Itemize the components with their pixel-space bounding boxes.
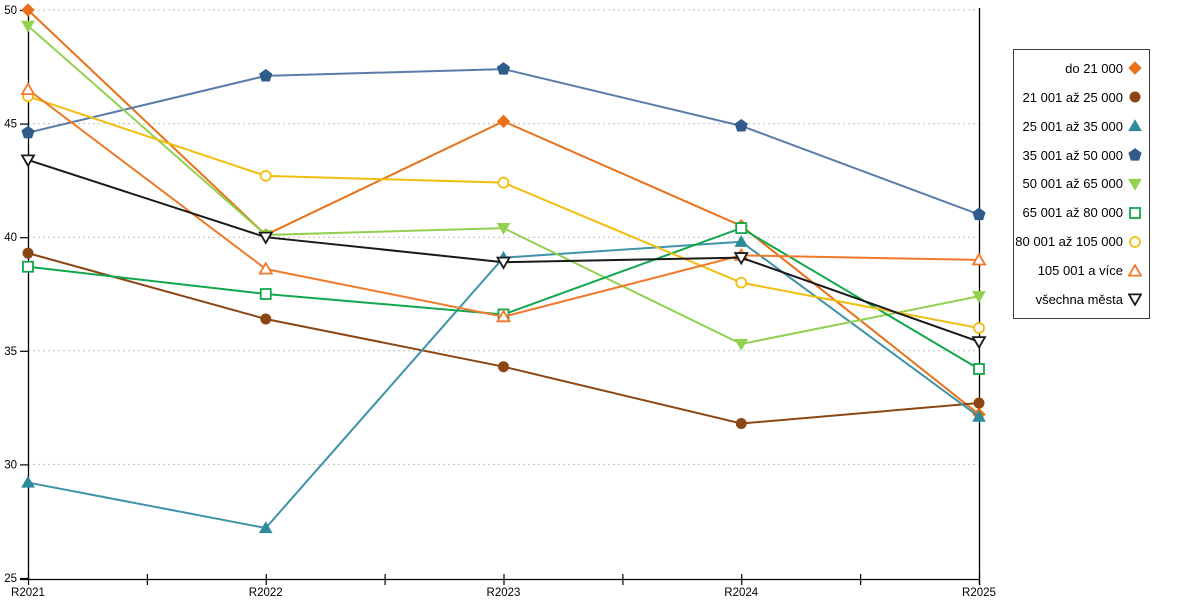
triangle-up-marker-icon: [20, 81, 36, 96]
diamond-marker-icon: [1128, 61, 1142, 76]
circle-marker-icon: [22, 247, 34, 259]
legend-label: do 21 000: [1065, 60, 1123, 76]
legend-label: 80 001 až 105 000: [1015, 234, 1123, 250]
pentagon-marker-icon: [496, 62, 511, 75]
axes: [20, 8, 981, 585]
legend-label: všechna města: [1035, 291, 1123, 307]
legend-item: 25 001 až 35 000: [1016, 119, 1142, 133]
legend-label: 35 001 až 50 000: [1022, 147, 1123, 163]
y-tick-label: 45: [4, 119, 17, 131]
gridlines: [28, 9, 980, 465]
circle-marker-icon: [735, 276, 748, 289]
triangle-up-marker-icon: [258, 521, 273, 534]
legend-item: 65 001 až 80 000: [1016, 206, 1142, 220]
triangle-up-marker-icon: [495, 309, 512, 323]
circle-marker-icon: [260, 313, 272, 325]
triangle-down-marker-icon: [972, 291, 986, 304]
legend-item: všechna města: [1016, 291, 1142, 307]
legend: do 21 000 21 001 až 25 000 25 001 až 35 …: [1013, 49, 1150, 319]
series-line: [27, 227, 980, 370]
legend-item: 21 001 až 25 000: [1016, 90, 1142, 104]
open-triangle-down-marker-icon: [1128, 293, 1142, 307]
pentagon-marker-icon: [259, 68, 273, 82]
triangle-down-marker-icon: [258, 231, 274, 245]
triangle-down-marker-icon: [495, 256, 512, 270]
triangle-up-marker-icon: [972, 409, 986, 422]
open-square-marker-icon: [1129, 206, 1141, 219]
triangle-down-marker-icon: [20, 154, 36, 168]
circle-marker-icon: [259, 169, 272, 182]
x-tick-label: R2022: [249, 587, 283, 599]
y-tick-label: 35: [4, 346, 17, 358]
square-marker-icon: [973, 363, 985, 375]
legend-item: 35 001 až 50 000: [1016, 148, 1142, 162]
legend-label: 105 001 a více: [1037, 263, 1123, 279]
series-1: [22, 247, 985, 430]
square-marker-icon: [22, 260, 34, 273]
x-axis-ticks: R2021 R2022 R2023 R2024 R2025: [11, 574, 996, 599]
legend-label: 65 001 až 80 000: [1022, 205, 1123, 221]
pentagon-marker-icon: [734, 118, 748, 132]
triangle-down-marker-icon: [734, 338, 749, 351]
triangle-down-marker-icon: [496, 223, 511, 235]
legend-item: do 21 000: [1016, 60, 1142, 76]
open-circle-marker-icon: [1129, 235, 1141, 248]
circle-marker-icon: [498, 361, 509, 373]
legend-label: 25 001 až 35 000: [1022, 118, 1123, 134]
pentagon-marker-icon: [972, 207, 986, 221]
triangle-up-marker-icon: [1128, 119, 1142, 132]
triangle-down-marker-icon: [1128, 178, 1142, 191]
series-8: [20, 154, 987, 350]
triangle-up-marker-icon: [734, 234, 749, 247]
y-axis-ticks: 25 30 35 40 45 50: [4, 5, 28, 585]
legend-label: 50 001 až 65 000: [1022, 176, 1123, 192]
y-tick-label: 40: [4, 232, 17, 244]
x-tick-label: R2023: [487, 587, 521, 599]
triangle-up-marker-icon: [21, 475, 35, 488]
series-3: [21, 62, 986, 221]
circle-marker-icon: [1129, 91, 1141, 103]
legend-item: 105 001 a více: [1016, 263, 1142, 279]
y-tick-label: 50: [4, 5, 17, 17]
open-triangle-up-marker-icon: [1128, 263, 1142, 277]
x-tick-label: R2021: [11, 587, 45, 599]
y-tick-label: 25: [4, 573, 17, 585]
legend-label: 21 001 až 25 000: [1022, 89, 1123, 105]
legend-item: 50 001 až 65 000: [1016, 177, 1142, 191]
series-line: [27, 252, 980, 425]
triangle-down-marker-icon: [733, 252, 749, 266]
series-5: [22, 222, 985, 375]
pentagon-marker-icon: [1128, 148, 1142, 161]
triangle-up-marker-icon: [971, 252, 987, 266]
x-tick-label: R2024: [724, 587, 758, 599]
square-marker-icon: [735, 222, 748, 235]
circle-marker-icon: [735, 418, 747, 430]
circle-marker-icon: [973, 397, 985, 409]
pentagon-marker-icon: [21, 125, 35, 139]
diamond-marker-icon: [496, 114, 511, 129]
circle-marker-icon: [497, 176, 510, 189]
diamond-marker-icon: [21, 3, 35, 17]
x-tick-label: R2025: [962, 587, 996, 599]
circle-marker-icon: [973, 322, 985, 334]
triangle-down-marker-icon: [971, 336, 987, 350]
square-marker-icon: [259, 288, 272, 300]
series-line: [27, 68, 980, 216]
triangle-up-marker-icon: [258, 261, 274, 275]
y-tick-label: 30: [4, 459, 17, 471]
series-2: [21, 234, 986, 534]
series-6: [22, 90, 985, 334]
triangle-down-marker-icon: [21, 20, 35, 33]
legend-item: 80 001 až 105 000: [1015, 234, 1142, 250]
